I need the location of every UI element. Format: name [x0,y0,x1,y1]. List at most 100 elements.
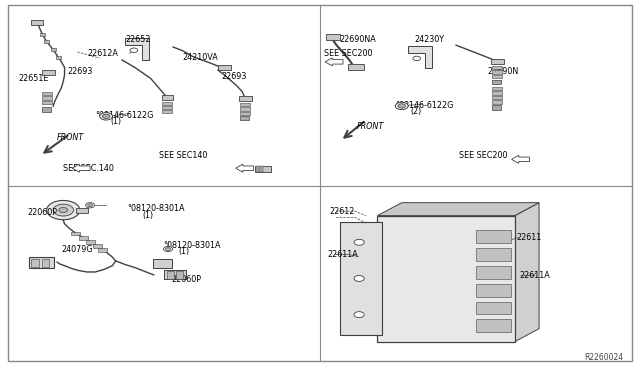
Bar [164,270,186,279]
Bar [256,166,259,171]
Bar [71,232,80,235]
Bar [42,259,49,267]
Text: 22690N: 22690N [487,67,518,76]
Polygon shape [325,58,343,66]
Circle shape [100,113,113,120]
Bar [476,266,511,279]
Circle shape [354,312,364,318]
Text: 22693: 22693 [68,67,93,76]
Bar [42,70,55,75]
Text: 22060P: 22060P [172,275,202,284]
Circle shape [47,201,80,220]
Bar [492,87,502,90]
Bar [163,106,172,109]
Text: 22651E: 22651E [19,74,49,83]
Text: 22612: 22612 [330,207,355,216]
Text: SEE SEC200: SEE SEC200 [324,49,372,58]
Bar [326,35,340,40]
Text: 24079G: 24079G [61,244,93,253]
Text: 22652: 22652 [125,35,151,44]
Polygon shape [72,164,90,172]
Text: SEE SEC.140: SEE SEC.140 [63,164,114,173]
Text: °08146-6122G: °08146-6122G [396,101,454,110]
Bar [40,33,45,36]
Bar [42,101,52,104]
Polygon shape [515,203,539,341]
Text: SEE SEC140: SEE SEC140 [159,151,207,160]
Text: FRONT: FRONT [357,122,384,131]
Text: 22611A: 22611A [519,271,550,280]
Bar [348,64,364,70]
Bar [492,70,502,74]
Text: SEE SEC200: SEE SEC200 [460,151,508,160]
Circle shape [413,56,420,61]
Bar [29,257,54,268]
Circle shape [398,104,406,108]
Circle shape [59,208,68,213]
Bar [31,259,39,267]
Bar [492,100,502,104]
Bar [260,166,263,171]
Polygon shape [408,46,432,68]
Bar [492,105,501,110]
Bar [153,259,172,267]
Bar [492,96,502,99]
Text: 24210VA: 24210VA [182,52,218,61]
Bar [378,216,515,341]
Text: R2260024: R2260024 [584,353,623,362]
Bar [76,208,88,213]
Circle shape [396,102,408,110]
Text: °08146-6122G: °08146-6122G [95,111,154,120]
Polygon shape [125,38,149,60]
Bar [240,116,249,121]
Polygon shape [378,203,539,216]
Bar [492,80,501,84]
Bar [492,92,502,95]
Circle shape [164,246,173,251]
Text: (1): (1) [178,247,189,256]
Bar [218,65,230,70]
Bar [162,95,173,100]
Bar [167,271,174,279]
Bar [98,248,107,251]
Circle shape [354,276,364,282]
Circle shape [166,247,171,250]
Bar [491,58,504,64]
Text: °08120-8301A: °08120-8301A [127,205,184,214]
Bar [163,110,172,113]
Text: °08120-8301A: °08120-8301A [164,241,221,250]
Polygon shape [511,155,529,163]
Circle shape [88,204,93,207]
Bar [239,112,250,115]
Bar [239,103,250,106]
Bar [93,244,102,248]
Text: 22060P: 22060P [28,208,58,217]
Text: 22690NA: 22690NA [339,35,376,44]
Bar [79,236,88,240]
Text: (1): (1) [143,211,154,220]
Bar [239,108,250,111]
Text: (2): (2) [411,108,422,116]
Text: 24230Y: 24230Y [415,35,445,44]
Bar [476,248,511,261]
Text: 22611: 22611 [516,233,542,243]
Text: FRONT: FRONT [57,133,84,142]
Bar [255,166,271,172]
Bar [175,271,183,279]
Circle shape [86,203,95,208]
Text: 22693: 22693 [221,72,246,81]
Polygon shape [236,164,253,172]
Bar [31,20,44,25]
Bar [492,66,502,69]
Bar [492,75,502,78]
Bar [42,96,52,100]
Bar [476,283,511,296]
Bar [163,102,172,105]
Text: 22612A: 22612A [87,49,118,58]
Circle shape [354,239,364,245]
Bar [476,320,511,333]
Bar [86,240,95,244]
Bar [476,230,511,243]
Bar [42,108,51,112]
Bar [476,302,511,314]
